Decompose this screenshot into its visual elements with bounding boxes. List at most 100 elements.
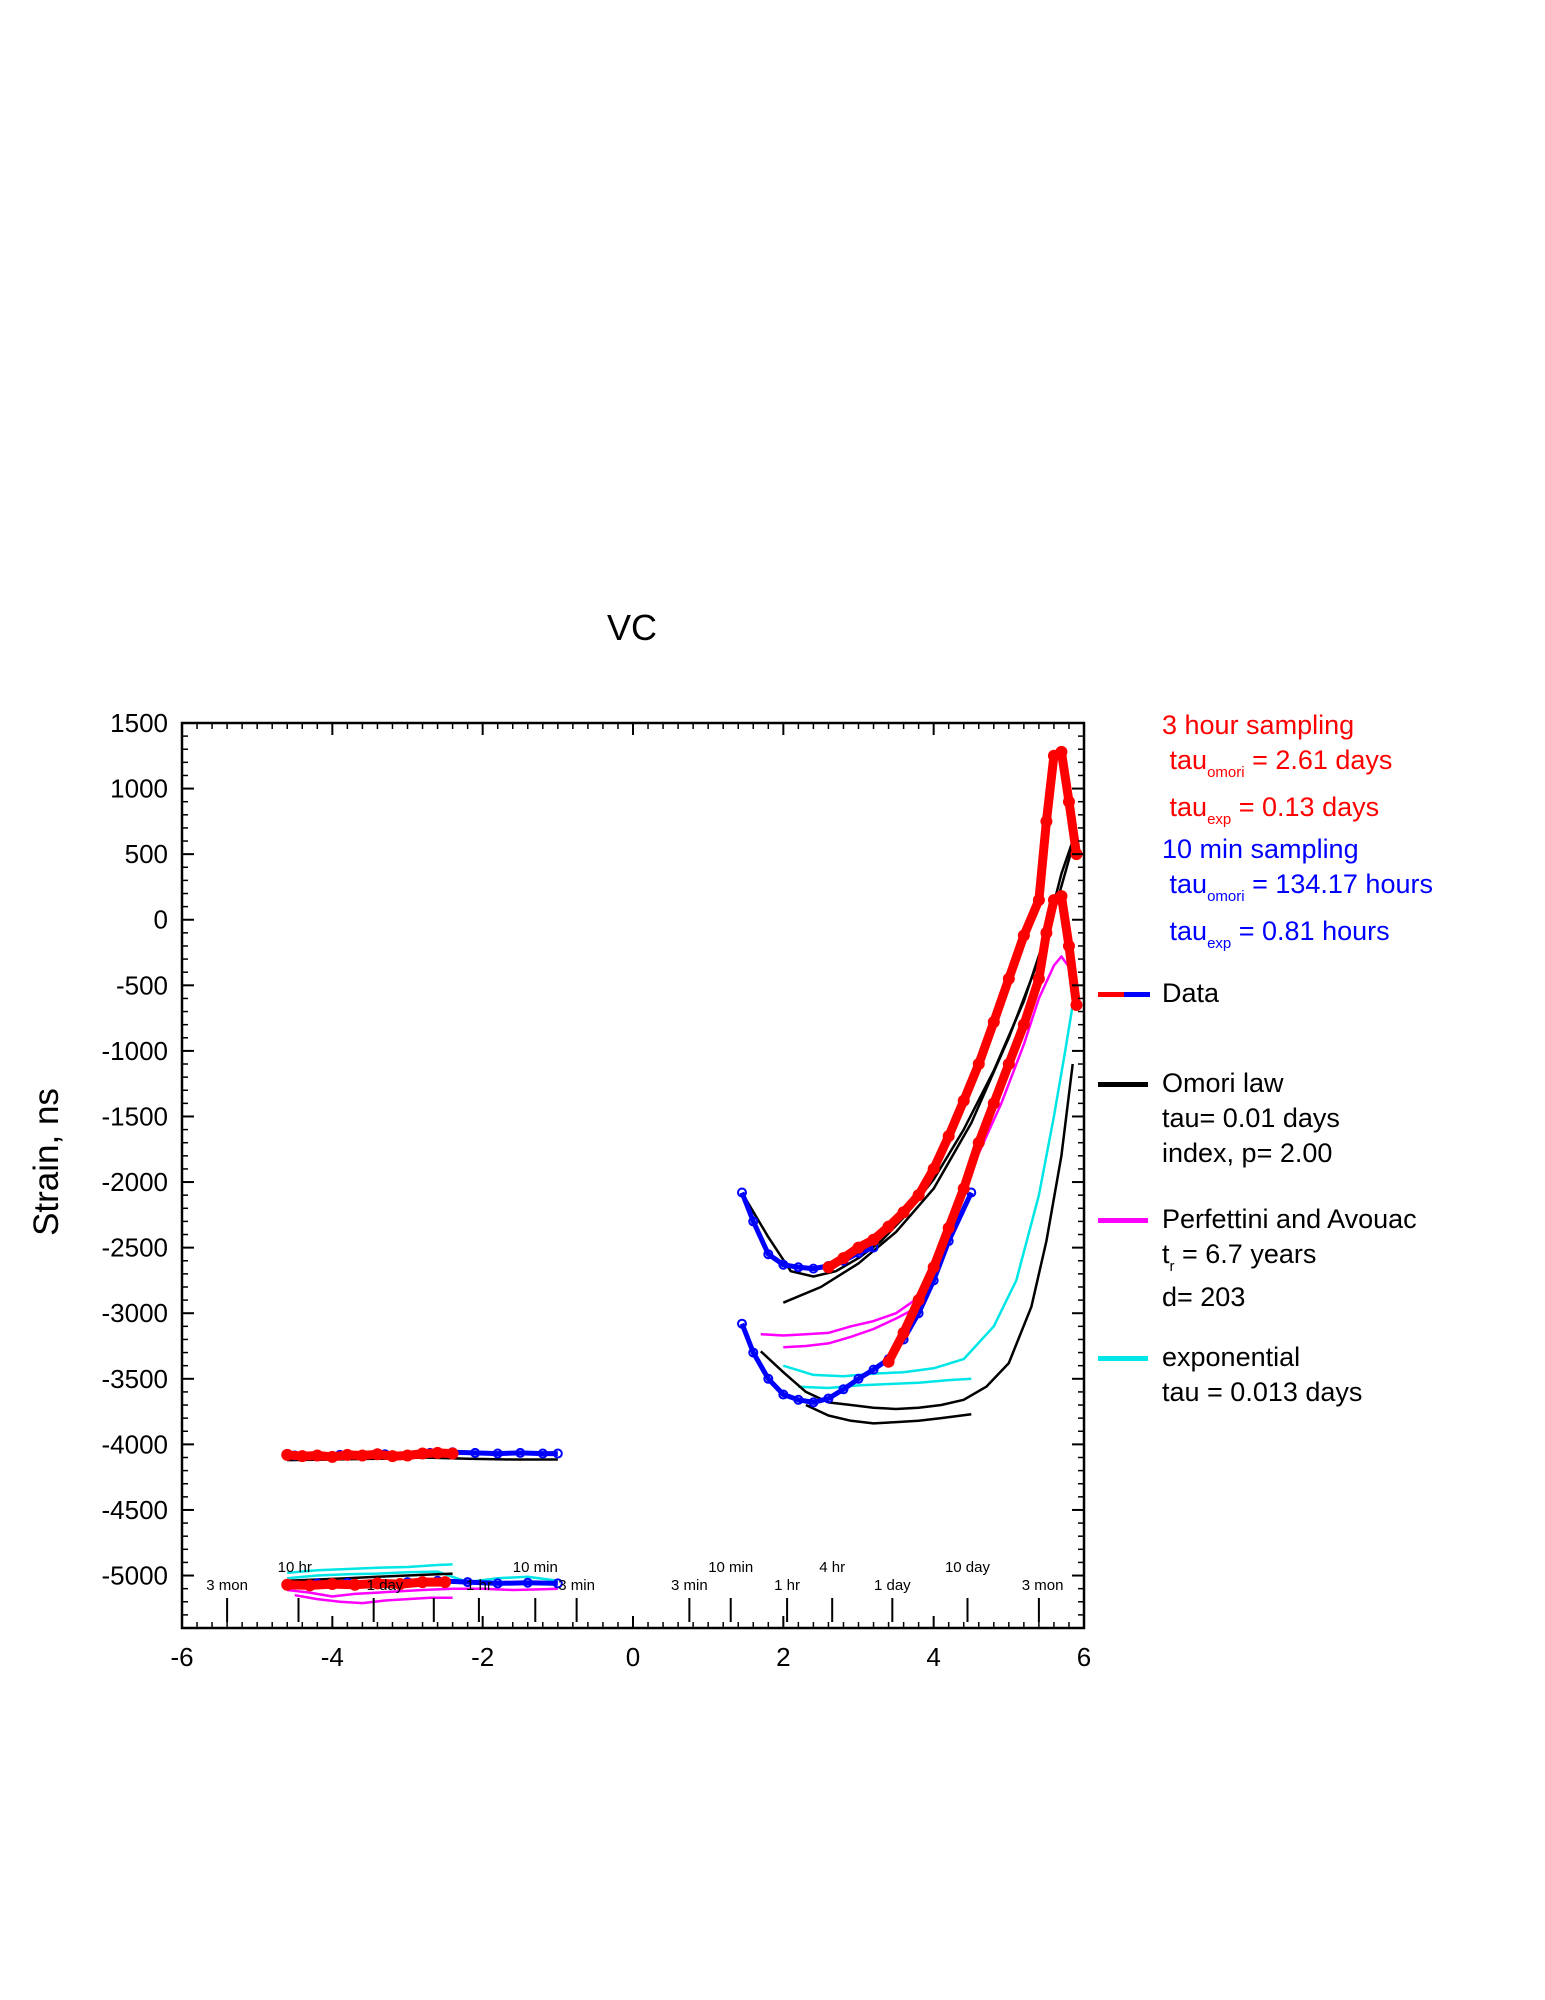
data-point-10m bbox=[552, 1578, 563, 1589]
data-point-3h bbox=[431, 1446, 444, 1459]
data-point-3h bbox=[446, 1447, 459, 1460]
series-line-perfettini bbox=[783, 1305, 920, 1349]
data-point-3h bbox=[281, 1448, 294, 1461]
tau-exp-prefix: tau bbox=[1169, 916, 1208, 946]
data-point-3h bbox=[311, 1449, 324, 1462]
y-tick-label: -3500 bbox=[102, 1364, 169, 1394]
sampling-3h-tau-exp: tauexp = 0.13 days bbox=[1162, 790, 1392, 837]
time-scale-label: 3 mon bbox=[206, 1577, 248, 1594]
data-point-3h bbox=[987, 1016, 1000, 1029]
data-point-3h bbox=[972, 1058, 985, 1071]
y-tick-label: -1000 bbox=[102, 1036, 169, 1066]
tau-exp-value: = 0.13 days bbox=[1231, 792, 1380, 822]
data-point-10m bbox=[522, 1577, 533, 1588]
legend-data: Data bbox=[1162, 976, 1219, 1011]
data-point-3h bbox=[1062, 795, 1075, 808]
data-point-3h bbox=[386, 1450, 399, 1463]
y-tick-label: -4000 bbox=[102, 1429, 169, 1459]
sampling-10m-tau-omori: tauomori = 134.17 hours bbox=[1162, 867, 1433, 914]
data-point-3h bbox=[942, 1130, 955, 1143]
data-point-3h bbox=[416, 1447, 429, 1460]
series-line-exponential bbox=[287, 1570, 558, 1584]
tr-value: = 6.7 years bbox=[1174, 1239, 1317, 1269]
time-scale-label: 3 min bbox=[671, 1577, 708, 1594]
series-line-data-10m bbox=[739, 1191, 875, 1272]
series-line-perfettini bbox=[977, 955, 1074, 1154]
legend-exponential-tau: tau = 0.013 days bbox=[1162, 1377, 1363, 1407]
data-point-3h bbox=[987, 1097, 1000, 1110]
series-line-exponential bbox=[287, 1563, 453, 1575]
tau-omori-value: = 2.61 days bbox=[1244, 745, 1393, 775]
data-point-10m bbox=[748, 1347, 759, 1358]
data-point-3h bbox=[867, 1233, 880, 1246]
series-line-omori bbox=[782, 845, 1074, 1304]
data-point-3h bbox=[882, 1355, 895, 1368]
x-tick-label: -4 bbox=[321, 1642, 344, 1672]
data-point-10m bbox=[515, 1447, 526, 1458]
legend-swatch-data-red bbox=[1098, 992, 1124, 997]
data-point-3h bbox=[822, 1261, 835, 1274]
time-scale-label: 3 min bbox=[558, 1577, 595, 1594]
data-point-10m bbox=[552, 1448, 563, 1459]
legend-exponential-label: exponential bbox=[1162, 1342, 1301, 1372]
x-tick-label: -2 bbox=[471, 1642, 494, 1672]
time-scale-label: 3 mon bbox=[1022, 1577, 1064, 1594]
series-line-exponential bbox=[798, 1377, 972, 1390]
data-point-3h bbox=[1017, 929, 1030, 942]
tau-omori-subscript: omori bbox=[1207, 888, 1245, 905]
data-point-10m bbox=[736, 1187, 747, 1198]
legend-perfettini-tr: tr = 6.7 years bbox=[1162, 1237, 1417, 1284]
data-point-3h bbox=[1055, 890, 1068, 903]
data-point-10m bbox=[808, 1263, 819, 1274]
series-line-perfettini bbox=[760, 1279, 935, 1337]
data-point-10m bbox=[793, 1262, 804, 1273]
data-point-3h bbox=[1040, 926, 1053, 939]
sampling-10m-tau-exp: tauexp = 0.81 hours bbox=[1162, 914, 1433, 961]
data-point-10m bbox=[868, 1364, 879, 1375]
data-point-3h bbox=[1032, 972, 1045, 985]
data-point-3h bbox=[912, 1189, 925, 1202]
data-point-3h bbox=[1002, 1058, 1015, 1071]
x-tick-label: 2 bbox=[776, 1642, 790, 1672]
legend-perfettini: Perfettini and Avouac tr = 6.7 years d= … bbox=[1162, 1202, 1417, 1315]
data-point-3h bbox=[303, 1579, 316, 1592]
data-point-10m bbox=[462, 1577, 473, 1588]
x-tick-label: 0 bbox=[626, 1642, 640, 1672]
data-point-3h bbox=[1040, 815, 1053, 828]
data-point-3h bbox=[972, 1136, 985, 1149]
data-point-3h bbox=[1017, 1018, 1030, 1031]
tau-omori-value: = 134.17 hours bbox=[1244, 869, 1433, 899]
data-point-10m bbox=[736, 1318, 747, 1329]
data-point-10m bbox=[823, 1393, 834, 1404]
tau-exp-subscript: exp bbox=[1207, 935, 1232, 952]
y-tick-label: -2000 bbox=[102, 1167, 169, 1197]
data-point-10m bbox=[492, 1448, 503, 1459]
tau-exp-subscript: exp bbox=[1207, 811, 1232, 828]
axes: 1500 1000 500 0 -500 -1000 -1500 -2000 -2500 -300… bbox=[102, 708, 1092, 1672]
data-point-3h bbox=[341, 1448, 354, 1461]
data-point-3h bbox=[1032, 894, 1045, 907]
legend-perfettini-label: Perfettini and Avouac bbox=[1162, 1204, 1417, 1234]
y-tick-label: 0 bbox=[154, 905, 168, 935]
sampling-3h-tau-omori: tauomori = 2.61 days bbox=[1162, 743, 1393, 790]
data-point-3h bbox=[296, 1450, 309, 1463]
time-scale-label: 1 hr bbox=[774, 1577, 800, 1594]
data-point-10m bbox=[778, 1389, 789, 1400]
data-point-3h bbox=[882, 1220, 895, 1233]
data-point-3h bbox=[401, 1449, 414, 1462]
time-scale-label: 10 hr bbox=[278, 1559, 312, 1576]
series-layer bbox=[281, 745, 1083, 1605]
tr-subscript: r bbox=[1169, 1258, 1175, 1275]
data-point-10m bbox=[838, 1384, 849, 1395]
data-point-10m bbox=[808, 1397, 819, 1408]
series-line-omori bbox=[759, 1063, 1074, 1411]
time-scale-label: 4 hr bbox=[819, 1559, 845, 1576]
legend-exponential: exponential tau = 0.013 days bbox=[1162, 1340, 1362, 1410]
data-point-3h bbox=[371, 1577, 384, 1590]
series-line-omori bbox=[805, 1403, 972, 1425]
x-tick-label: 6 bbox=[1077, 1642, 1091, 1672]
legend-data-label: Data bbox=[1162, 978, 1220, 1008]
data-point-3h bbox=[1062, 939, 1075, 952]
